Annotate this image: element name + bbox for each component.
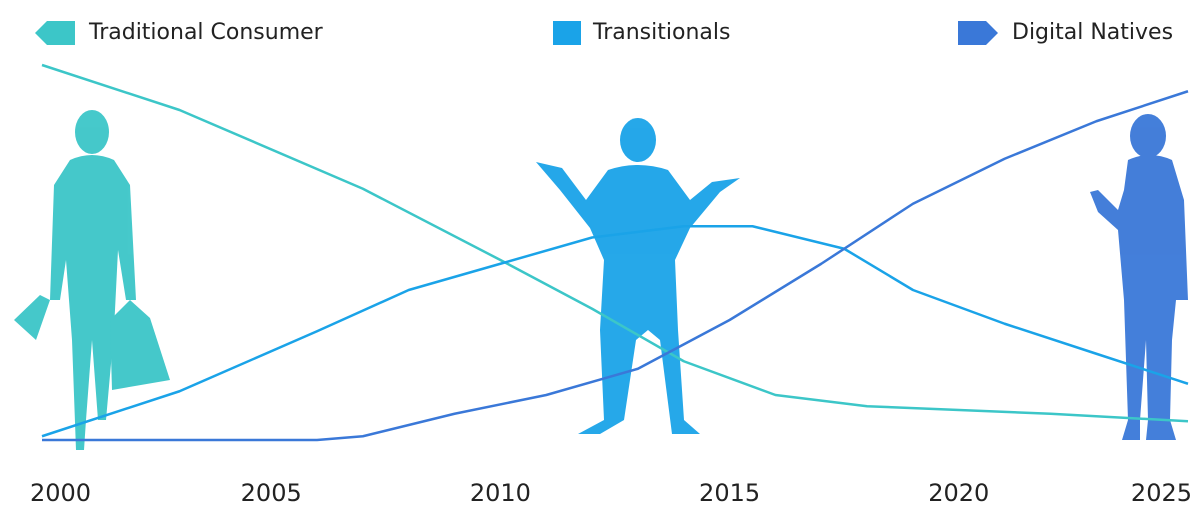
digital-silhouette xyxy=(1090,114,1188,440)
legend-swatch xyxy=(35,21,75,45)
legend-swatch xyxy=(958,21,998,45)
x-tick-label: 2005 xyxy=(241,479,302,507)
x-tick-label: 2015 xyxy=(699,479,760,507)
silhouettes xyxy=(14,110,1188,450)
chart: 2000 2005 2010 2015 2020 2025 Traditional Cons… xyxy=(0,0,1197,509)
x-tick-label: 2000 xyxy=(30,479,91,507)
x-tick-label: 2010 xyxy=(470,479,531,507)
x-tick-label: 2020 xyxy=(928,479,989,507)
legend-swatch xyxy=(553,21,581,45)
legend-label: Traditional Consumer xyxy=(88,20,324,45)
traditional-silhouette xyxy=(14,110,170,450)
legend-label: Transitionals xyxy=(592,20,730,45)
x-tick-label: 2025 xyxy=(1131,479,1192,507)
transitional-silhouette xyxy=(536,118,740,434)
legend-label: Digital Natives xyxy=(1012,20,1173,45)
